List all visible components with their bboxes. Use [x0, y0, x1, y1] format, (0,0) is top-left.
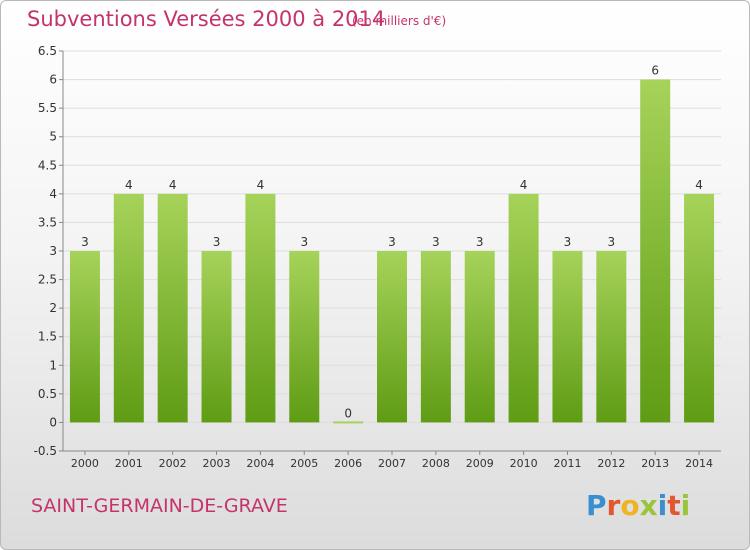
bar — [596, 251, 627, 423]
data-label: 3 — [213, 235, 221, 249]
logo-letter: r — [606, 489, 621, 522]
y-tick-label: 6 — [49, 73, 57, 87]
x-tick-label: 2014 — [685, 457, 713, 470]
x-tick-label: 2000 — [71, 457, 99, 470]
data-labels: 3 4 4 3 4 3 0 3 3 3 4 3 3 6 4 — [81, 64, 703, 421]
data-label: 3 — [300, 235, 308, 249]
y-tick-label: 3.5 — [38, 215, 57, 229]
x-tick-label: 2012 — [597, 457, 625, 470]
y-tick-label: 2.5 — [38, 273, 57, 287]
bar — [377, 251, 407, 423]
y-tick-label: 5 — [49, 130, 57, 144]
bar — [245, 193, 276, 423]
proxiti-logo: Proxiti — [586, 489, 690, 522]
x-tick-label: 2009 — [466, 457, 494, 470]
y-tick-label: 1 — [49, 358, 57, 372]
data-label: 4 — [520, 178, 528, 192]
data-label: 3 — [564, 235, 572, 249]
bar — [69, 251, 100, 423]
x-tick-label: 2008 — [422, 457, 450, 470]
x-tick-label: 2004 — [246, 457, 274, 470]
bar — [289, 251, 320, 423]
logo-letter: P — [586, 489, 607, 522]
data-label: 4 — [169, 178, 177, 192]
y-tick-label: 3 — [49, 244, 57, 258]
logo-letter: x — [639, 489, 658, 522]
bar — [420, 251, 451, 423]
commune-name: SAINT-GERMAIN-DE-GRAVE — [31, 495, 288, 517]
bar — [113, 193, 144, 423]
x-tick-label: 2003 — [203, 457, 231, 470]
x-tick-label: 2010 — [510, 457, 538, 470]
x-tick-label: 2002 — [159, 457, 187, 470]
bar — [333, 421, 364, 424]
bars — [69, 79, 715, 424]
x-tick-label: 2011 — [553, 457, 581, 470]
bar — [201, 251, 232, 423]
data-label: 6 — [651, 64, 659, 78]
bar — [684, 193, 715, 423]
data-label: 4 — [257, 178, 265, 192]
x-tick-label: 2005 — [290, 457, 318, 470]
y-tick-label: 4 — [49, 187, 57, 201]
y-tick-label: 0.5 — [38, 387, 57, 401]
bar — [464, 251, 495, 423]
bar — [157, 193, 188, 423]
x-tick-label: 2013 — [641, 457, 669, 470]
y-tick-label: -0.5 — [34, 444, 57, 458]
y-tick-label: 5.5 — [38, 101, 57, 115]
logo-letter: i — [657, 489, 668, 522]
data-label: 3 — [388, 235, 396, 249]
data-label: 3 — [476, 235, 484, 249]
data-label: 4 — [125, 178, 133, 192]
x-tick-label: 2007 — [378, 457, 406, 470]
logo-letter: i — [680, 489, 691, 522]
x-tick-label: 2001 — [115, 457, 143, 470]
x-tick-label: 2006 — [334, 457, 362, 470]
logo-letter: o — [620, 489, 640, 522]
bar — [552, 251, 583, 423]
y-tick-label: 0 — [49, 415, 57, 429]
data-label: 3 — [432, 235, 440, 249]
bar — [508, 193, 539, 423]
y-tick-label: 4.5 — [38, 158, 57, 172]
chart-subtitle: (en milliers d'€) — [352, 14, 447, 28]
data-label: 3 — [81, 235, 89, 249]
chart-title: Subventions Versées 2000 à 2014 — [27, 7, 386, 31]
data-label: 3 — [608, 235, 616, 249]
bar — [640, 79, 671, 423]
data-label: 0 — [344, 406, 352, 420]
data-label: 4 — [695, 178, 703, 192]
y-tick-label: 1.5 — [38, 330, 57, 344]
axes: -0.5 0 0.5 1 1.5 2 2.5 3 3.5 4 4.5 5 5.5 6 6.5 2000 2001… — [34, 44, 721, 470]
y-tick-label: 2 — [49, 301, 57, 315]
y-tick-label: 6.5 — [38, 44, 57, 58]
logo-letter: t — [667, 489, 681, 522]
